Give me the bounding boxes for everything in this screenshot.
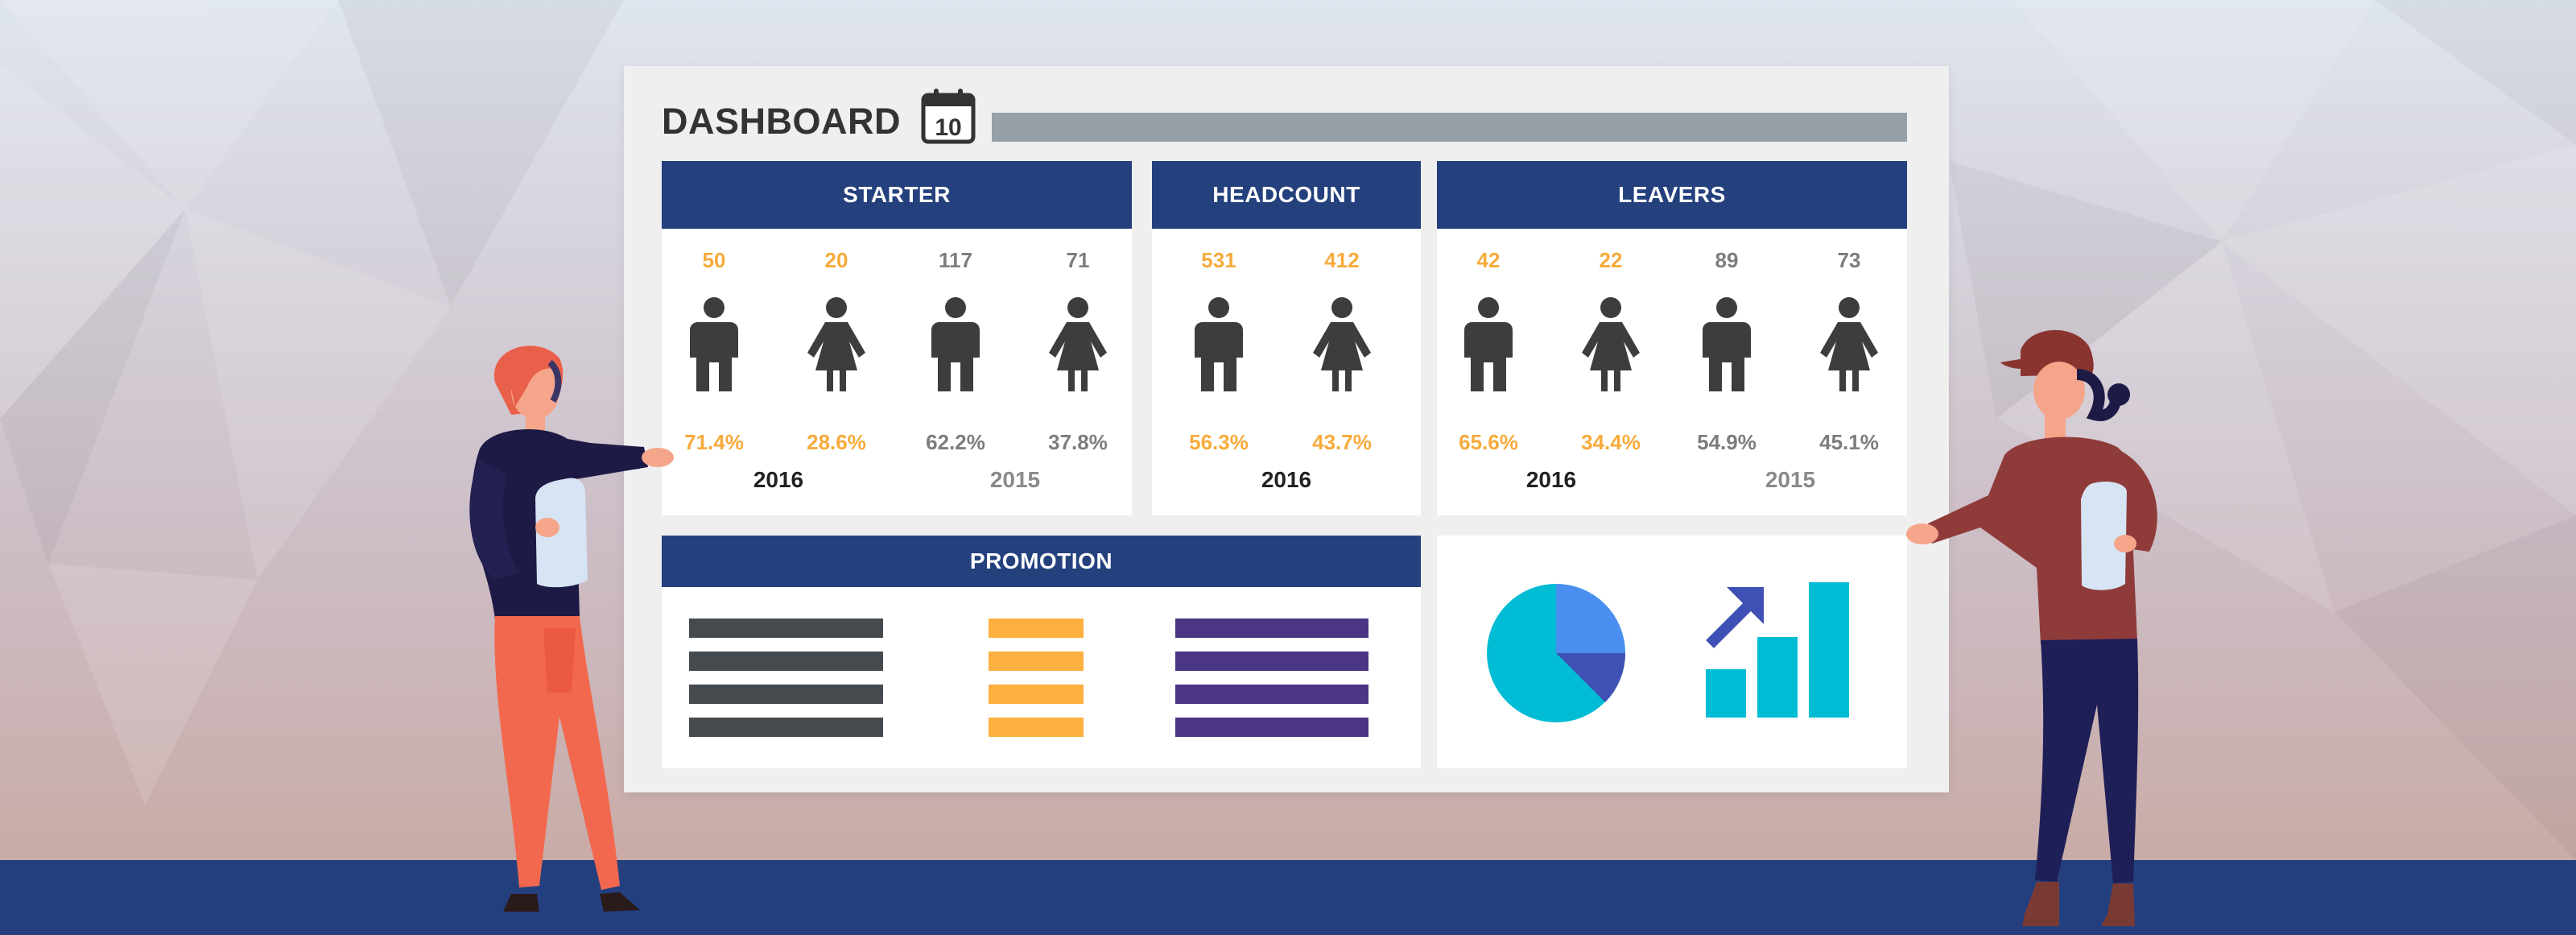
headcount-header: HEADCOUNT xyxy=(1152,161,1421,229)
promotion-bar xyxy=(689,652,883,671)
promotion-header: PROMOTION xyxy=(662,536,1421,587)
stat-column: 50 71.4% xyxy=(666,248,762,457)
stat-percent: 43.7% xyxy=(1312,430,1372,454)
person-right-illustration xyxy=(1906,329,2157,926)
promotion-bar xyxy=(989,652,1084,671)
promotion-bar xyxy=(1175,652,1368,671)
dashboard-title: DASHBOARD xyxy=(662,101,901,142)
female-icon xyxy=(1814,296,1885,393)
leavers-card: LEAVERS 42 65.6% 22 34.4% 89 54.9% 73 45.1% 201… xyxy=(1437,161,1907,515)
title-progress-bar xyxy=(992,113,1907,142)
stat-count: 50 xyxy=(702,248,726,272)
stat-percent: 56.3% xyxy=(1189,430,1249,454)
starter-year-2016: 2016 xyxy=(753,467,804,492)
male-icon xyxy=(679,296,749,393)
headcount-year-2016: 2016 xyxy=(1261,467,1312,492)
male-icon xyxy=(1691,296,1762,393)
promotion-bar xyxy=(689,685,883,704)
stat-column: 531 56.3% xyxy=(1170,248,1267,457)
stat-column: 73 45.1% xyxy=(1801,248,1897,457)
starter-card: STARTER 50 71.4% 20 28.6% 117 62.2% 71 37.8% 20… xyxy=(662,161,1132,515)
promotion-card: PROMOTION xyxy=(662,536,1421,768)
stat-column: 42 65.6% xyxy=(1440,248,1537,457)
floor-band xyxy=(0,860,2576,935)
stat-count: 22 xyxy=(1599,248,1623,272)
stat-percent: 65.6% xyxy=(1459,430,1518,454)
headcount-card: HEADCOUNT 531 56.3% 412 43.7% 2016 xyxy=(1152,161,1421,515)
dashboard-board: DASHBOARD 10 STARTER 50 71.4% 20 28.6% 117 62… xyxy=(624,66,1949,792)
male-icon xyxy=(920,296,991,393)
female-icon xyxy=(1042,296,1113,393)
calendar-day: 10 xyxy=(935,114,961,141)
male-icon xyxy=(1453,296,1524,393)
stat-column: 22 34.4% xyxy=(1563,248,1659,457)
person-left-illustration xyxy=(469,345,674,912)
female-icon xyxy=(1575,296,1646,393)
stat-percent: 71.4% xyxy=(684,430,744,454)
stat-count: 89 xyxy=(1715,248,1739,272)
promotion-bar xyxy=(1175,619,1368,638)
starter-header: STARTER xyxy=(662,161,1132,229)
stat-column: 412 43.7% xyxy=(1294,248,1390,457)
stat-count: 42 xyxy=(1476,248,1501,272)
promotion-bar xyxy=(989,718,1084,737)
stat-count: 71 xyxy=(1066,248,1090,272)
stat-column: 71 37.8% xyxy=(1030,248,1126,457)
pie-chart-icon xyxy=(1487,584,1626,722)
female-icon xyxy=(1307,296,1377,393)
leavers-header: LEAVERS xyxy=(1437,161,1907,229)
promotion-bar xyxy=(689,718,883,737)
stat-percent: 54.9% xyxy=(1697,430,1757,454)
calendar-icon: 10 xyxy=(921,89,976,144)
leavers-year-2015: 2015 xyxy=(1765,467,1816,492)
female-icon xyxy=(801,296,872,393)
stat-column: 20 28.6% xyxy=(788,248,885,457)
leavers-year-2016: 2016 xyxy=(1525,467,1577,492)
growth-bar-chart-icon xyxy=(1706,582,1849,718)
stat-count: 412 xyxy=(1324,248,1360,272)
stat-column: 117 62.2% xyxy=(907,248,1004,457)
male-icon xyxy=(1183,296,1254,393)
stat-count: 20 xyxy=(824,248,848,272)
starter-year-2015: 2015 xyxy=(989,467,1041,492)
stat-count: 73 xyxy=(1837,248,1861,272)
stat-percent: 34.4% xyxy=(1581,430,1641,454)
stat-percent: 62.2% xyxy=(926,430,985,454)
promotion-bar xyxy=(1175,718,1368,737)
promotion-bar xyxy=(1175,685,1368,704)
promotion-bar xyxy=(989,685,1084,704)
promotion-bar xyxy=(689,619,883,638)
stat-count: 531 xyxy=(1201,248,1236,272)
promotion-bar xyxy=(989,619,1084,638)
stat-percent: 45.1% xyxy=(1819,430,1879,454)
stat-column: 89 54.9% xyxy=(1678,248,1775,457)
stat-percent: 37.8% xyxy=(1048,430,1108,454)
stat-count: 117 xyxy=(939,248,972,272)
stat-percent: 28.6% xyxy=(807,430,866,454)
charts-card xyxy=(1437,536,1907,768)
